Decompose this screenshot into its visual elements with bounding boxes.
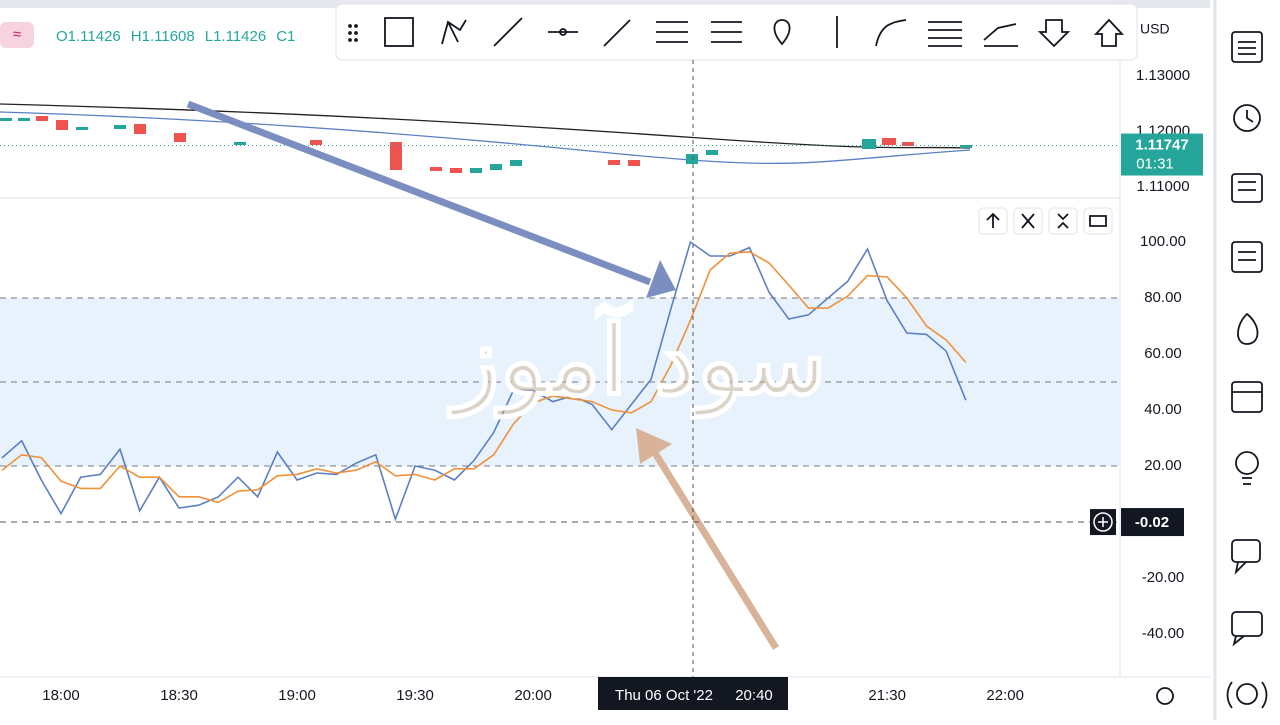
x-tick-label: 19:30 — [396, 687, 434, 704]
ohlc-value: L1.11426 — [205, 28, 266, 45]
price-tick-label: 1.11000 — [1136, 178, 1189, 195]
x-tick-label: 20:00 — [514, 687, 552, 704]
indicator-line — [1, 240, 967, 522]
add-alert-icon — [1098, 517, 1108, 528]
y-tick-label: 80.00 — [1144, 289, 1182, 306]
x-tick-label: 18:00 — [42, 687, 80, 704]
x-tick-label: 18:30 — [160, 687, 198, 704]
y-tick-label: 60.00 — [1144, 345, 1182, 362]
ohlc-legend: O1.11426 H1.11608 L1.11426 C1 — [56, 28, 295, 45]
indicator-line — [1, 250, 967, 504]
watermark: سود آموز — [447, 299, 827, 418]
y-tick-label: 20.00 — [1144, 457, 1182, 474]
toolbar-icons[interactable] — [348, 16, 1125, 48]
moving-average — [0, 111, 971, 165]
ohlc-value: C1 — [276, 28, 295, 45]
candles — [0, 118, 972, 173]
add-alert-icon — [1093, 512, 1113, 532]
y-tick-label: -40.00 — [1142, 625, 1185, 642]
price-tick-label: 1.13000 — [1136, 67, 1190, 84]
last-price-tag — [1121, 133, 1203, 176]
currency[interactable]: USD — [1140, 21, 1170, 37]
crosshair-value-tag — [1121, 508, 1184, 537]
countdown: 01:31 — [1136, 156, 1174, 173]
ohlc-value: O1.11426 — [56, 28, 121, 45]
pane-buttons[interactable] — [978, 207, 1113, 235]
candles — [36, 116, 914, 173]
x-tick-label: 19:00 — [278, 687, 316, 704]
symbol-icon[interactable] — [0, 22, 34, 48]
stochastic-pane: 100.00 80.00 60.00 40.00 20.00 -20.00 -40.00 — [0, 233, 1186, 642]
crosshair-time: 20:40 — [735, 687, 773, 704]
drawing-toolbar — [335, 3, 1138, 61]
symbol-icon-glyph: ≈ — [13, 26, 21, 43]
y-tick-label: 40.00 — [1144, 401, 1182, 418]
crosshair-date: Thu 06 Oct '22 — [615, 687, 713, 704]
crosshair-time-tag — [598, 677, 788, 710]
sidebar-icons[interactable] — [1156, 31, 1268, 709]
annotation-arrows — [186, 100, 779, 650]
x-tick-label: 22:00 — [986, 687, 1024, 704]
crosshair-value-label: -0.02 — [1135, 514, 1169, 531]
last-price-label: 1.11747 — [1135, 137, 1188, 154]
y-tick-label: -20.00 — [1142, 569, 1185, 586]
ohlc-value: H1.11608 — [131, 28, 195, 45]
overbought-oversold-band — [0, 298, 1120, 466]
x-tick-label: 21:30 — [868, 687, 906, 704]
y-tick-label: 100.00 — [1140, 233, 1186, 250]
